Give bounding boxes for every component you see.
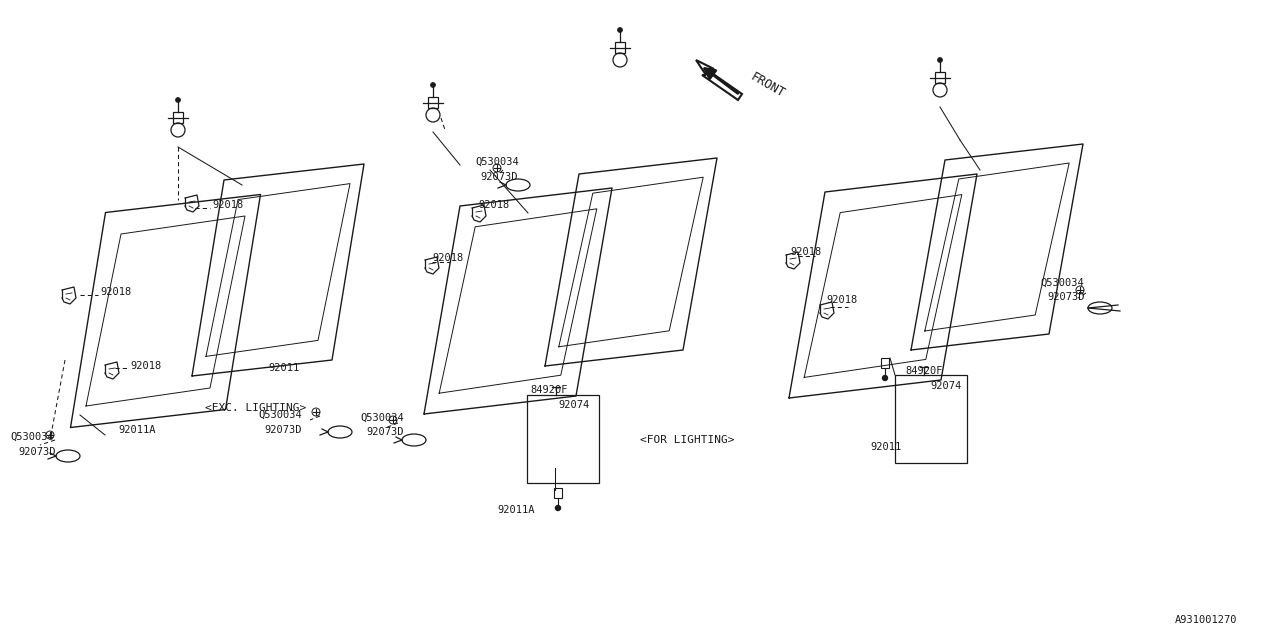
- Circle shape: [882, 376, 887, 381]
- Text: 92011: 92011: [870, 442, 901, 452]
- Text: 84920F: 84920F: [905, 366, 942, 376]
- Text: 92018: 92018: [433, 253, 463, 263]
- Circle shape: [175, 97, 180, 102]
- Bar: [881, 358, 890, 368]
- Text: Q530034: Q530034: [259, 410, 302, 420]
- Text: Q530034: Q530034: [475, 157, 518, 167]
- Bar: [895, 375, 966, 463]
- Text: 92074: 92074: [558, 400, 589, 410]
- Text: 92018: 92018: [212, 200, 243, 210]
- Text: 92011: 92011: [268, 363, 300, 373]
- Text: 84920F: 84920F: [530, 385, 567, 395]
- Text: Q530034: Q530034: [1039, 278, 1084, 288]
- Text: Q530034: Q530034: [10, 432, 54, 442]
- Circle shape: [617, 28, 622, 33]
- Bar: [614, 42, 625, 53]
- Text: 92018: 92018: [131, 361, 161, 371]
- Circle shape: [430, 83, 435, 88]
- Text: Q530034: Q530034: [360, 413, 403, 423]
- Text: 92073D: 92073D: [264, 425, 302, 435]
- Circle shape: [937, 58, 942, 63]
- Text: 92073D: 92073D: [18, 447, 55, 457]
- Text: 92018: 92018: [477, 200, 509, 210]
- Bar: [173, 112, 183, 123]
- Text: 92073D: 92073D: [480, 172, 517, 182]
- Text: 92018: 92018: [100, 287, 132, 297]
- Bar: [934, 72, 945, 83]
- Text: A931001270: A931001270: [1175, 615, 1238, 625]
- Text: <EXC. LIGHTING>: <EXC. LIGHTING>: [205, 403, 306, 413]
- Bar: [527, 395, 599, 483]
- Bar: [428, 97, 438, 108]
- Text: 92073D: 92073D: [366, 427, 403, 437]
- Text: FRONT: FRONT: [748, 70, 787, 100]
- Text: 92074: 92074: [931, 381, 961, 391]
- Text: 92011A: 92011A: [497, 505, 535, 515]
- Bar: [554, 488, 562, 498]
- Text: <FOR LIGHTING>: <FOR LIGHTING>: [640, 435, 735, 445]
- Text: 92018: 92018: [826, 295, 858, 305]
- Text: 92073D: 92073D: [1047, 292, 1084, 302]
- Text: 92018: 92018: [790, 247, 822, 257]
- Text: 92011A: 92011A: [118, 425, 155, 435]
- Circle shape: [556, 506, 561, 511]
